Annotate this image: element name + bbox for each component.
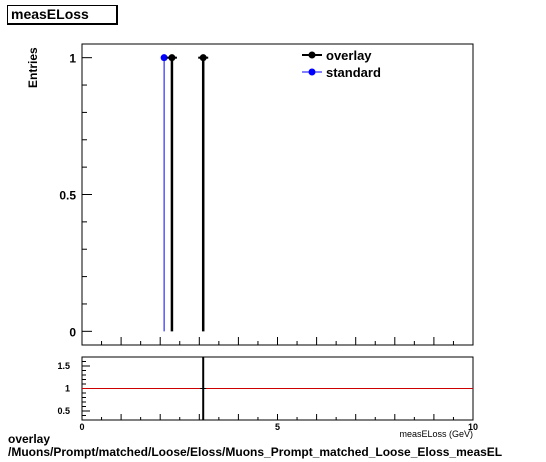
ratio-x-tick-label: 5: [275, 422, 280, 432]
footer-caption: overlay /Muons/Prompt/matched/Loose/Elos…: [8, 433, 502, 459]
title-box: [7, 5, 118, 25]
legend-label-standard: standard: [326, 65, 381, 80]
chart-title: measELoss: [11, 6, 89, 22]
footer-line-1: overlay: [8, 432, 51, 446]
legend-marker-overlay: [308, 51, 316, 59]
main-y-tick-label: 0: [69, 325, 76, 339]
ratio-x-tick-label: 0: [79, 422, 84, 432]
ratio-y-tick-label: 1.5: [57, 361, 70, 371]
footer-line-2: /Muons/Prompt/matched/Loose/Eloss/Muons_…: [8, 445, 503, 459]
legend-marker-standard: [308, 68, 316, 76]
standard-point: [160, 54, 168, 62]
ratio-y-tick-label: 1: [65, 384, 70, 394]
ratio-x-tick-label: 10: [468, 422, 478, 432]
legend: overlay standard: [302, 48, 381, 80]
main-plot-frame: [81, 43, 474, 346]
main-y-tick-label: 1: [69, 52, 76, 66]
legend-label-overlay: overlay: [326, 48, 372, 63]
ratio-y-tick-label: 0.5: [57, 406, 70, 416]
main-y-tick-label: 0.5: [59, 189, 76, 203]
ratio-x-axis-label: measELoss (GeV): [399, 429, 473, 439]
overlay-point: [199, 54, 207, 62]
overlay-point: [168, 54, 176, 62]
